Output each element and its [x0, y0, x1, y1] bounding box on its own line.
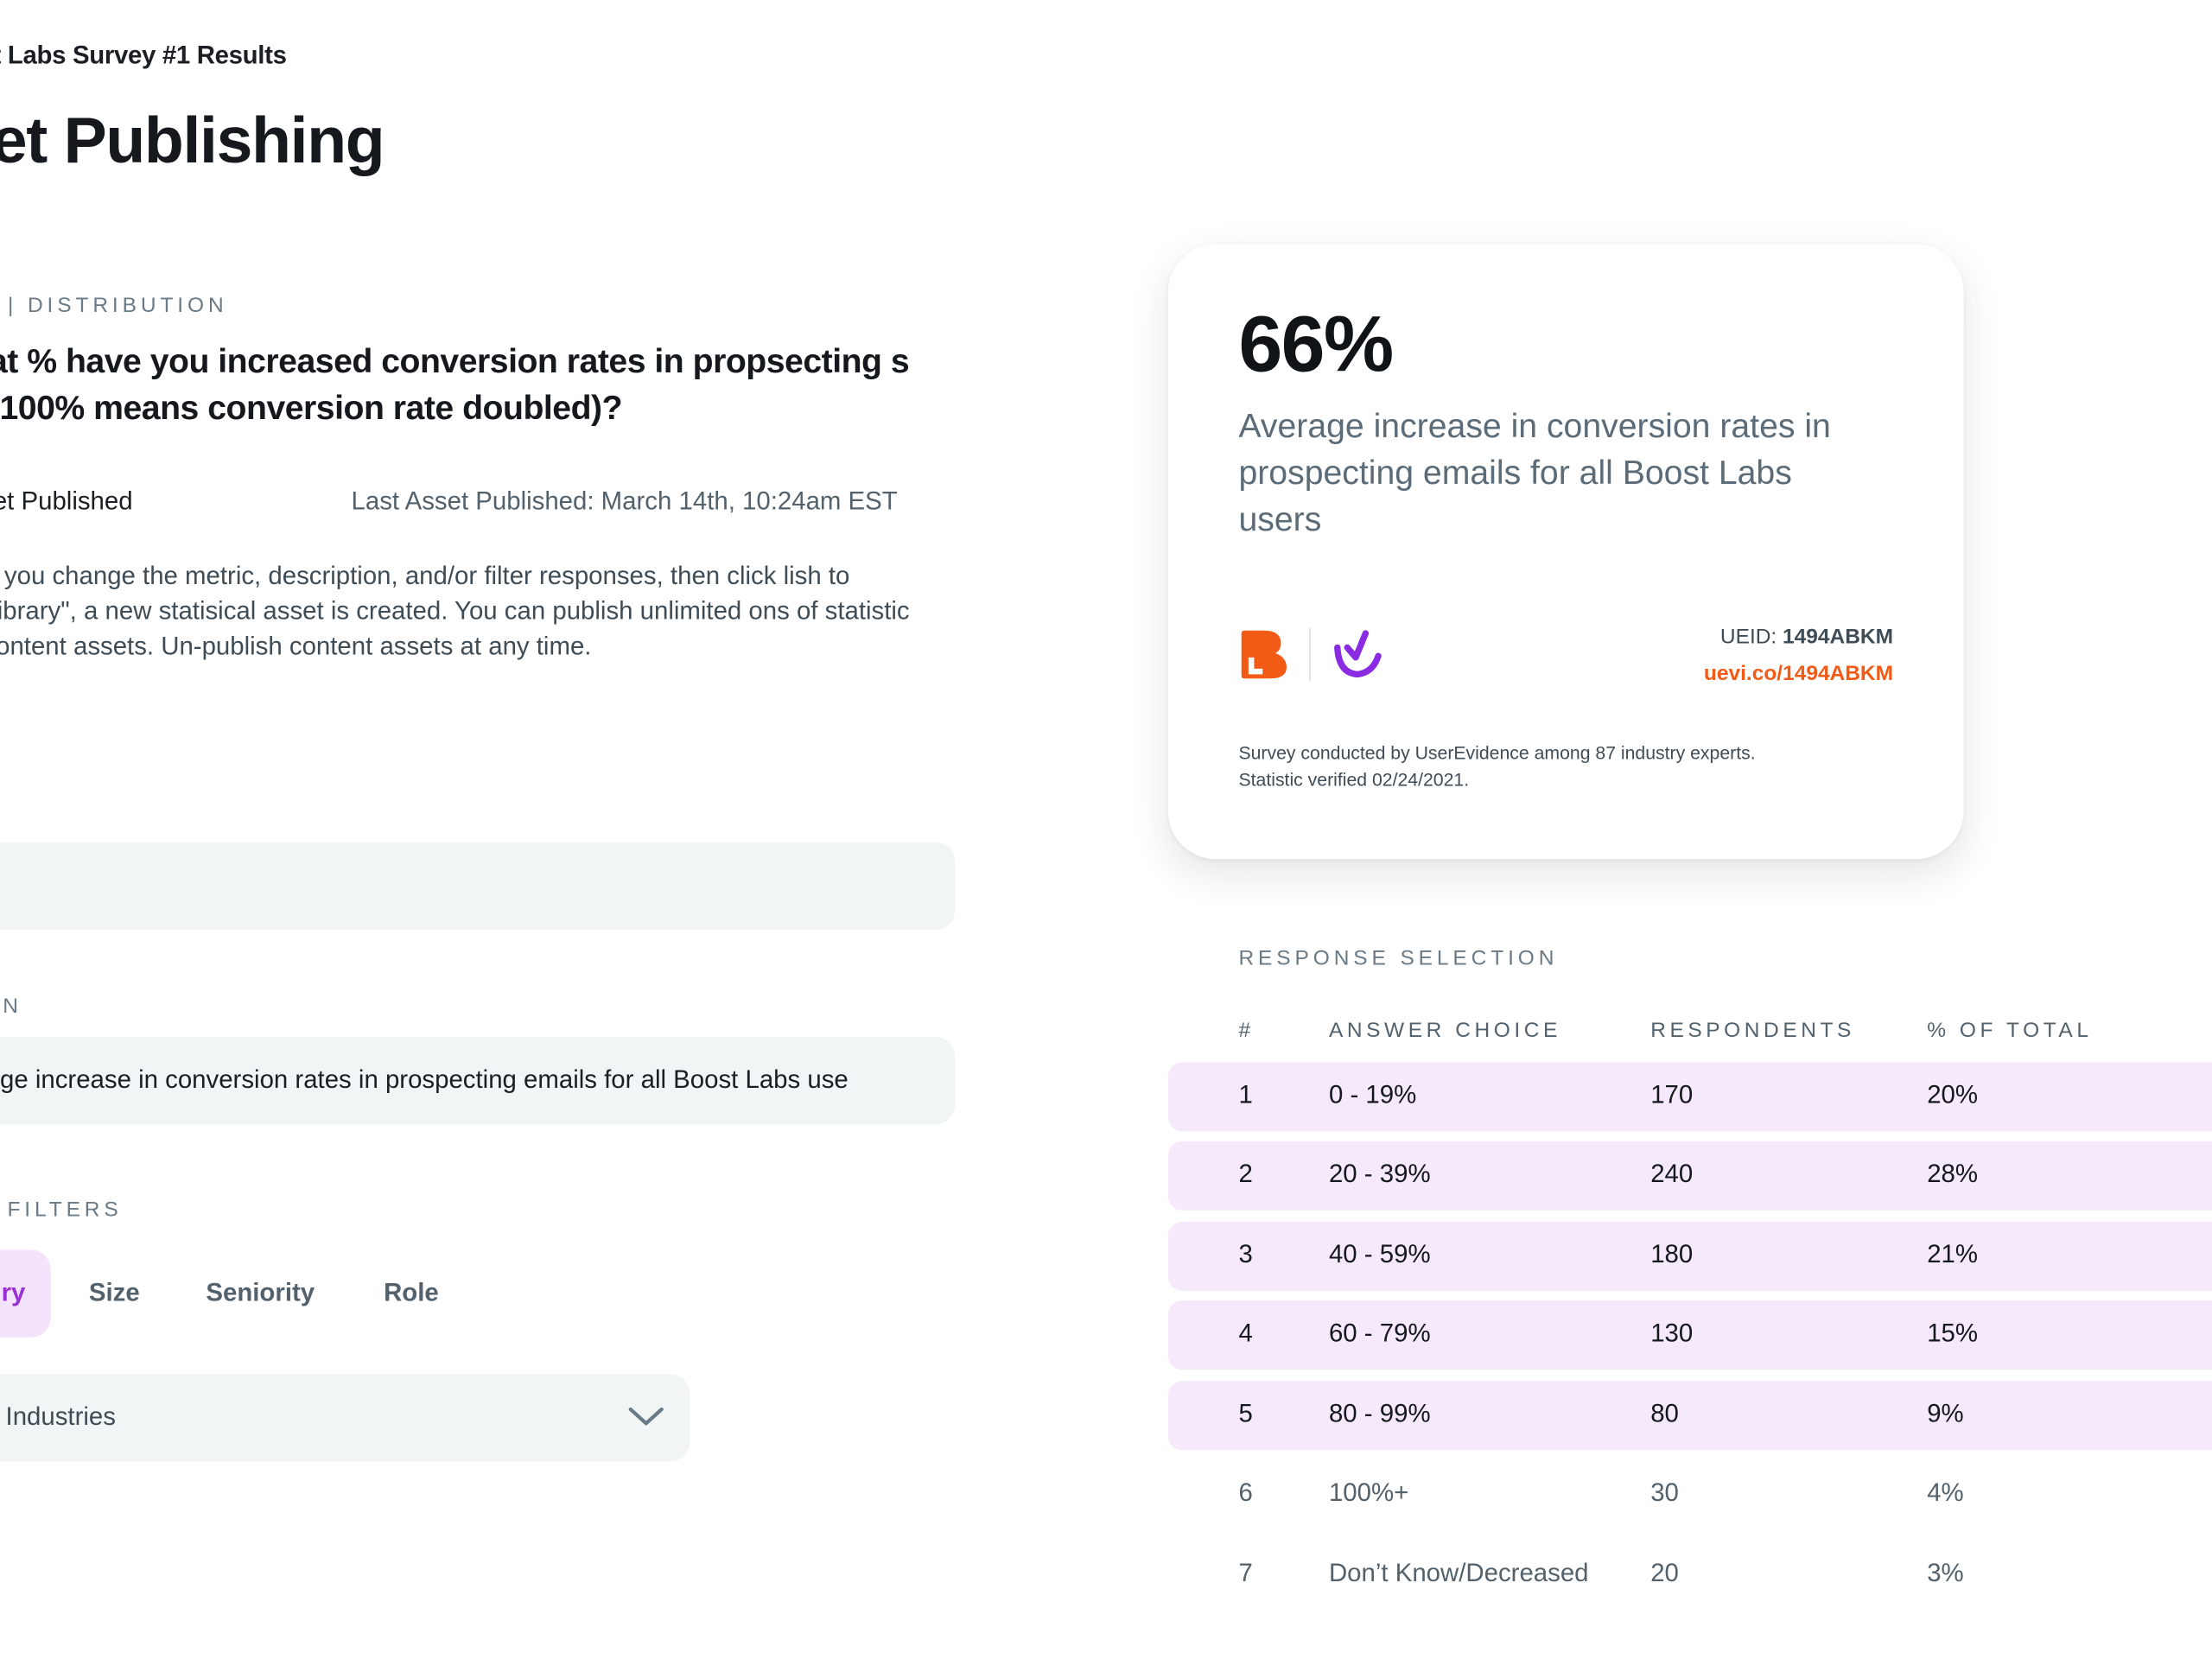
description-value[interactable]: ge increase in conversion rates in prosp…	[0, 1065, 849, 1094]
description-input[interactable]	[0, 1037, 956, 1125]
help-text: n you change the metric, description, an…	[0, 561, 910, 661]
tab-size[interactable]: Size	[88, 1278, 140, 1306]
table-row[interactable]: 5 80 - 99% 80 9%	[1167, 1381, 2212, 1451]
row-percent: 4%	[1927, 1478, 1964, 1507]
row-number: 5	[1238, 1399, 1253, 1428]
response-filters-label: SE FILTERS	[0, 1198, 123, 1222]
row-respondents: 130	[1650, 1319, 1694, 1348]
row-percent: 20%	[1927, 1080, 1979, 1109]
survey-note-line-2: Statistic verified 02/24/2021.	[1238, 768, 1470, 791]
question-label: ON #6 | DISTRIBUTION	[0, 293, 228, 318]
row-answer: 80 - 99%	[1328, 1399, 1431, 1428]
table-row[interactable]: 3 40 - 59% 180 21%	[1167, 1221, 2212, 1291]
brand-logo-icon	[1241, 630, 1287, 679]
row-respondents: 30	[1650, 1478, 1679, 1507]
stat-value: 66%	[1238, 299, 1394, 388]
row-answer: 100%+	[1328, 1478, 1409, 1507]
row-answer: Don’t Know/Decreased	[1328, 1559, 1589, 1587]
row-answer: 20 - 39%	[1328, 1160, 1431, 1188]
industry-select-value[interactable]: Industries	[5, 1402, 116, 1431]
row-number: 6	[1238, 1478, 1253, 1507]
tab-role[interactable]: Role	[384, 1278, 439, 1306]
page-title: set Publishing	[0, 103, 385, 177]
row-percent: 28%	[1927, 1160, 1979, 1188]
last-published-text: Last Asset Published: March 14th, 10:24a…	[351, 486, 898, 515]
survey-note-line-1: Survey conducted by UserEvidence among 8…	[1238, 741, 1756, 764]
column-header-percent: % OF TOTAL	[1927, 1018, 2093, 1043]
row-number: 7	[1238, 1559, 1253, 1587]
ueid-line: UEID: 1494ABKM	[1720, 625, 1893, 649]
row-respondents: 170	[1650, 1080, 1694, 1109]
survey-note: Survey conducted by UserEvidence among 8…	[1238, 740, 1755, 793]
column-header-answer: ANSWER CHOICE	[1328, 1018, 1561, 1043]
table-row[interactable]: 7 Don’t Know/Decreased 20 3%	[1168, 1541, 2212, 1610]
table-row[interactable]: 4 60 - 79% 130 15%	[1167, 1300, 2212, 1370]
row-number: 2	[1238, 1160, 1253, 1188]
row-number: 3	[1238, 1240, 1253, 1268]
row-respondents: 20	[1650, 1559, 1679, 1587]
row-respondents: 180	[1650, 1240, 1694, 1268]
logo-divider	[1309, 627, 1311, 682]
userevidence-logo-icon	[1334, 630, 1382, 678]
statistic-card: 66% Average increase in conversion rates…	[1167, 244, 1964, 860]
table-row[interactable]: 1 0 - 19% 170 20%	[1167, 1062, 2212, 1132]
ueid-value: 1494ABKM	[1783, 625, 1894, 650]
status-label: set Published	[0, 486, 133, 515]
table-row[interactable]: 2 20 - 39% 240 28%	[1167, 1141, 2212, 1211]
row-number: 1	[1238, 1080, 1253, 1109]
tab-industry-label: ry	[1, 1278, 26, 1306]
row-answer: 40 - 59%	[1328, 1240, 1431, 1268]
table-row[interactable]: 6 100%+ 30 4%	[1168, 1460, 2212, 1529]
chevron-down-icon[interactable]	[626, 1402, 666, 1431]
row-percent: 9%	[1927, 1399, 1964, 1428]
row-respondents: 240	[1650, 1160, 1694, 1188]
row-respondents: 80	[1650, 1399, 1679, 1428]
column-header-respondents: RESPONDENTS	[1650, 1018, 1855, 1043]
tab-industry[interactable]: ry	[0, 1249, 51, 1338]
description-label: PTION	[0, 995, 22, 1019]
ueid-prefix: UEID:	[1719, 625, 1783, 650]
row-number: 4	[1238, 1319, 1253, 1348]
column-header-number: #	[1238, 1018, 1255, 1043]
row-answer: 0 - 19%	[1328, 1080, 1417, 1109]
ueid-link[interactable]: uevi.co/1494ABKM	[1703, 661, 1894, 686]
question-title: at % have you increased conversion rates…	[0, 342, 910, 428]
breadcrumb[interactable]: st Labs Survey #1 Results	[0, 41, 287, 69]
row-percent: 21%	[1927, 1240, 1979, 1268]
row-percent: 15%	[1927, 1319, 1979, 1348]
industry-select[interactable]	[0, 1374, 690, 1462]
row-answer: 60 - 79%	[1328, 1319, 1431, 1348]
metric-input[interactable]	[0, 842, 956, 930]
stat-description: Average increase in conversion rates in …	[1238, 407, 1831, 539]
row-percent: 3%	[1927, 1559, 1964, 1587]
tab-seniority[interactable]: Seniority	[206, 1278, 315, 1306]
response-selection-label: RESPONSE SELECTION	[1238, 946, 1559, 971]
